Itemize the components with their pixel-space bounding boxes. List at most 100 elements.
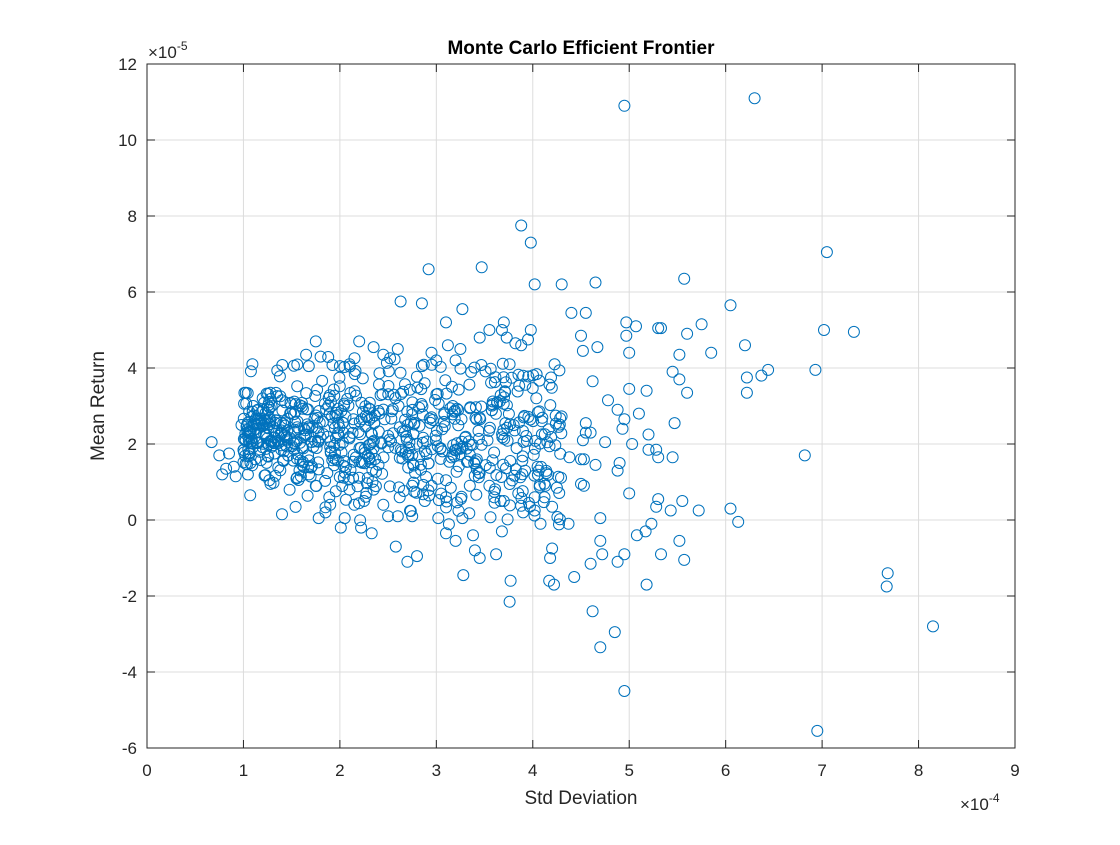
data-point — [391, 510, 404, 523]
data-point — [291, 380, 304, 393]
data-point — [548, 578, 560, 591]
data-point — [404, 505, 417, 517]
data-point — [472, 466, 485, 479]
data-point — [271, 364, 284, 377]
data-point — [404, 416, 417, 429]
data-point — [579, 426, 592, 439]
data-point — [449, 354, 462, 367]
y-tick-label: -6 — [122, 739, 137, 758]
data-point — [503, 595, 516, 608]
data-point — [348, 385, 361, 398]
data-point — [440, 316, 452, 329]
data-point — [847, 325, 860, 338]
data-point — [673, 348, 686, 361]
data-point — [589, 458, 602, 471]
data-point — [389, 540, 402, 553]
data-point — [322, 391, 335, 404]
data-point — [467, 529, 479, 542]
data-point — [430, 424, 443, 437]
data-point — [240, 420, 253, 433]
data-point — [539, 479, 552, 492]
data-point — [431, 387, 444, 400]
data-point — [356, 372, 369, 385]
data-point — [459, 431, 472, 444]
data-point — [528, 504, 541, 517]
data-point — [355, 521, 368, 534]
data-point — [440, 491, 452, 504]
data-point — [413, 419, 426, 432]
data-point — [533, 405, 546, 418]
data-point — [586, 375, 599, 388]
data-point — [300, 387, 313, 400]
data-point — [399, 378, 411, 391]
data-point — [344, 463, 357, 476]
data-point — [533, 480, 546, 493]
data-point — [273, 370, 286, 383]
data-point — [475, 438, 488, 451]
data-point — [652, 322, 665, 335]
data-point — [493, 395, 506, 408]
data-point — [284, 432, 297, 445]
data-point — [455, 492, 467, 505]
data-point — [517, 425, 529, 437]
data-point — [623, 346, 636, 359]
data-point — [414, 458, 427, 471]
data-point — [250, 422, 263, 435]
data-point — [655, 322, 667, 335]
data-point — [425, 411, 438, 424]
data-point — [322, 399, 335, 412]
data-point — [483, 324, 496, 336]
data-point — [263, 401, 276, 414]
data-point — [503, 478, 516, 490]
data-point — [692, 504, 705, 517]
data-point — [406, 396, 419, 409]
y-tick-label: 10 — [118, 131, 137, 150]
data-point — [318, 397, 331, 410]
data-point — [321, 467, 334, 480]
data-point — [283, 483, 296, 496]
data-point — [511, 385, 524, 398]
data-point — [562, 517, 575, 530]
data-point — [403, 436, 416, 449]
data-point — [338, 399, 351, 412]
x-tick-label: 1 — [239, 761, 248, 780]
data-point — [336, 436, 349, 449]
data-point — [394, 366, 407, 379]
data-point — [575, 453, 587, 466]
data-point — [506, 474, 519, 487]
data-point — [517, 506, 530, 519]
data-point — [276, 394, 288, 407]
data-point — [377, 451, 390, 464]
data-point — [429, 434, 442, 447]
y-tick-label: -4 — [122, 663, 137, 682]
data-point — [602, 394, 614, 407]
data-point — [519, 378, 532, 391]
data-point — [373, 367, 386, 380]
data-point — [575, 329, 587, 342]
data-point — [363, 402, 375, 415]
data-point — [681, 327, 694, 340]
data-point — [292, 474, 305, 486]
data-point — [503, 358, 516, 371]
data-point — [553, 487, 566, 499]
data-point — [343, 358, 356, 371]
data-point — [304, 470, 317, 483]
data-point — [472, 471, 485, 484]
data-point — [881, 567, 894, 580]
data-point — [531, 460, 544, 473]
data-point — [642, 428, 655, 441]
data-point — [563, 451, 576, 464]
x-tick-label: 3 — [432, 761, 441, 780]
data-point — [434, 452, 447, 465]
data-point — [235, 419, 248, 431]
data-point — [464, 402, 477, 415]
data-point — [613, 457, 626, 469]
data-point — [376, 467, 389, 480]
data-point — [417, 488, 430, 501]
data-point — [311, 383, 324, 396]
data-point — [522, 410, 535, 423]
data-point — [264, 413, 277, 426]
data-point — [279, 396, 292, 409]
data-point — [244, 489, 257, 502]
